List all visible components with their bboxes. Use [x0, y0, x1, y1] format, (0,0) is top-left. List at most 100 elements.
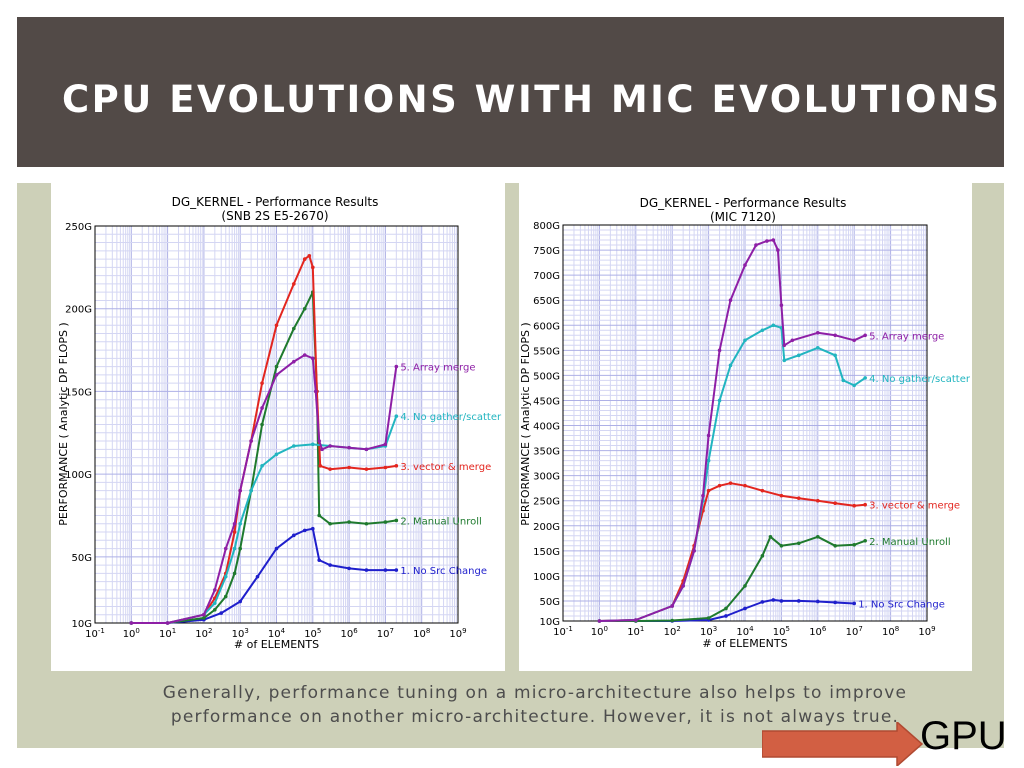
data-point	[317, 439, 321, 443]
data-point	[364, 568, 369, 572]
data-point	[274, 452, 279, 457]
x-tick-label: 106	[340, 627, 358, 640]
data-point	[717, 348, 722, 353]
y-tick-label: 150G	[65, 387, 92, 398]
data-point	[249, 488, 253, 493]
x-tick-label: 106	[809, 625, 827, 638]
data-point	[318, 464, 323, 468]
data-point	[223, 594, 228, 599]
data-point	[202, 616, 206, 620]
data-point	[307, 253, 312, 258]
data-point	[779, 544, 784, 548]
data-point	[796, 541, 801, 546]
data-point	[670, 618, 674, 623]
series-label: 1. No Src Change	[858, 599, 945, 610]
x-tick-label: 100	[591, 625, 608, 638]
data-point	[863, 376, 867, 380]
data-point	[754, 243, 758, 247]
data-point	[841, 378, 846, 383]
y-tick-label: 700G	[533, 271, 560, 282]
series-label: 2. Manual Unroll	[869, 537, 950, 548]
x-tick-label: 102	[195, 627, 212, 640]
data-point	[796, 599, 801, 603]
data-point	[816, 330, 820, 335]
data-point	[320, 447, 324, 452]
data-point	[255, 574, 260, 579]
series-markers	[597, 238, 867, 623]
data-point	[706, 616, 711, 620]
data-point	[724, 614, 728, 618]
data-point	[394, 364, 399, 369]
data-point	[238, 546, 242, 551]
chart-panel-mic: DG_KERNEL - Performance Results (MIC 7120…	[519, 183, 972, 671]
data-point	[760, 600, 765, 604]
data-point	[202, 612, 206, 617]
x-tick-label: 104	[268, 627, 286, 640]
data-point	[383, 568, 388, 572]
data-point	[238, 488, 242, 493]
data-point	[311, 526, 315, 531]
x-axis-label: # of ELEMENTS	[234, 638, 319, 651]
series-line	[599, 535, 866, 622]
grid	[94, 225, 458, 624]
data-point	[760, 554, 765, 558]
data-point	[311, 265, 315, 270]
data-point	[313, 389, 318, 394]
y-tick-label: 350G	[533, 447, 560, 458]
data-point	[347, 566, 351, 571]
next-arrow-icon[interactable]	[762, 722, 928, 766]
series-markers	[597, 323, 867, 623]
series-line	[599, 324, 866, 622]
series-label: 4. No gather/scatter	[400, 412, 502, 423]
data-point	[238, 521, 242, 526]
y-tick-label: 100G	[533, 572, 560, 583]
data-point	[701, 493, 705, 498]
y-tick-label: 450G	[533, 396, 560, 407]
data-point	[232, 530, 237, 534]
x-tick-label: 100	[123, 627, 140, 640]
data-point	[833, 501, 837, 506]
series-label: 1. No Src Change	[400, 566, 487, 577]
series-line	[131, 354, 398, 624]
series-line	[131, 291, 397, 624]
y-tick-label: 550G	[533, 346, 560, 357]
y-tick-label: 250G	[65, 222, 92, 233]
data-point	[364, 447, 369, 452]
data-point	[779, 599, 784, 603]
data-point	[743, 584, 747, 588]
data-point	[760, 328, 765, 333]
data-point	[347, 520, 351, 524]
series-label: 3. vector & merge	[869, 501, 960, 512]
data-point	[743, 338, 747, 343]
data-point	[863, 502, 867, 507]
data-point	[852, 543, 856, 547]
data-point	[302, 306, 307, 311]
caption-line-2: performance on another micro-architectur…	[170, 707, 900, 727]
data-point	[743, 483, 747, 488]
data-point	[219, 611, 224, 615]
y-tick-label: 650G	[533, 296, 560, 307]
data-point	[394, 518, 399, 523]
data-point	[328, 563, 332, 567]
chart-panel-snb: DG_KERNEL - Performance Results (SNB 2S E…	[51, 183, 505, 671]
y-tick-label: 800G	[533, 221, 560, 232]
data-point	[728, 481, 733, 485]
series-markers	[129, 353, 399, 625]
data-point	[816, 346, 820, 350]
x-tick-label: 102	[664, 625, 681, 638]
data-point	[260, 381, 264, 385]
data-point	[292, 282, 296, 286]
data-point	[292, 533, 296, 538]
data-point	[311, 442, 315, 447]
data-point	[782, 343, 787, 348]
x-tick-label: 101	[627, 625, 644, 638]
data-point	[292, 359, 296, 364]
y-tick-label: 10G	[72, 619, 92, 630]
x-tick-label: 109	[449, 627, 466, 640]
data-point	[743, 606, 747, 611]
gpu-nav-link[interactable]: GPU	[920, 714, 1007, 758]
data-point	[771, 598, 776, 602]
title-bar	[17, 17, 1004, 167]
y-tick-label: 750G	[533, 246, 560, 257]
x-tick-label: 107	[377, 627, 394, 640]
